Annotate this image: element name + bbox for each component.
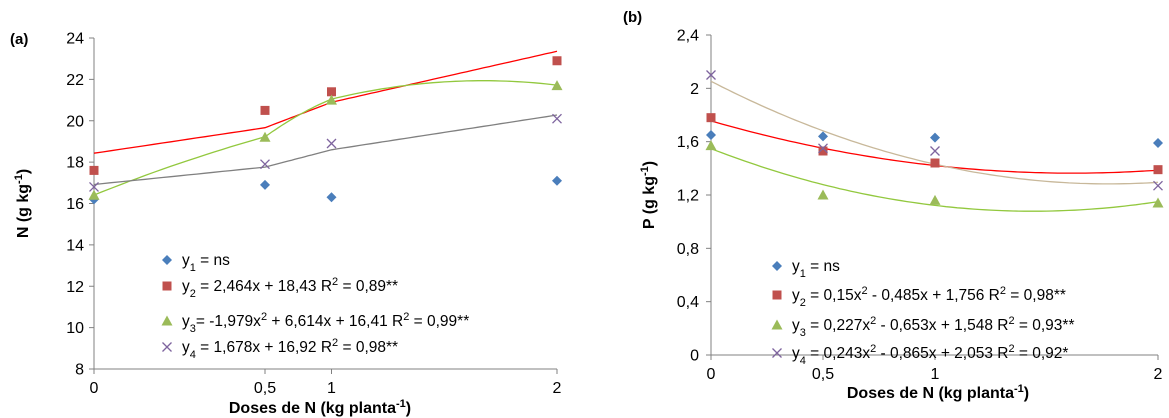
x-axis-label-b: Doses de N (kg planta-1) — [847, 383, 1029, 402]
data-point-a-y4 — [552, 113, 562, 124]
y-tick-label-a: 22 — [66, 72, 84, 89]
x-tick-label-a: 0,5 — [254, 380, 276, 397]
legend-marker-a-y3 — [161, 315, 173, 326]
legend-marker-a-y1 — [162, 255, 172, 265]
data-point-b-y1 — [818, 131, 828, 142]
data-point-a-y2 — [89, 165, 99, 175]
data-point-a-y4 — [326, 138, 337, 149]
data-point-b-y1 — [706, 130, 716, 140]
legend-entry-b-y4: y4 = 0,243x2 - 0,865x + 2,053 R2 = 0,92* — [792, 343, 1068, 367]
y-tick-label-b: 1,2 — [677, 188, 699, 205]
legend-marker-a-y4 — [162, 342, 172, 352]
data-point-a-y3 — [551, 80, 563, 91]
x-tick-label-b: 1 — [931, 366, 940, 383]
y-tick-label-a: 8 — [75, 362, 84, 379]
data-point-b-y2 — [818, 146, 828, 156]
legend-marker-b-y1 — [772, 261, 782, 271]
panel-label-b: (b) — [623, 9, 642, 26]
legend-marker-a-y2 — [162, 281, 172, 291]
data-point-b-y1 — [930, 132, 940, 143]
fit-line-a-y4 — [93, 114, 558, 186]
data-point-a-y2 — [552, 56, 562, 66]
y-tick-label-b: 2,4 — [677, 28, 699, 45]
data-point-a-y3 — [259, 131, 271, 142]
data-point-b-y2 — [706, 113, 716, 123]
data-point-a-y1 — [260, 179, 270, 190]
x-axis-label-a: Doses de N (kg planta-1) — [229, 398, 411, 417]
data-point-b-y1 — [1153, 138, 1163, 148]
y-tick-label-a: 16 — [66, 196, 84, 213]
y-tick-label-a: 10 — [66, 320, 84, 337]
data-point-a-y1 — [326, 192, 337, 203]
legend-entry-a-y3: y3= -1,979x2 + 6,614x + 16,41 R2 = 0,99*… — [182, 311, 469, 335]
y-tick-label-a: 14 — [66, 237, 84, 254]
legend-entry-b-y1: y1 = ns — [792, 258, 840, 280]
fit-line-b-y3 — [710, 147, 1159, 212]
y-tick-label-a: 24 — [66, 31, 84, 48]
x-tick-label-b: 2 — [1154, 366, 1163, 383]
legend-entry-a-y2: y2 = 2,464x + 18,43 R2 = 0,89** — [182, 276, 398, 300]
y-tick-label-b: 2 — [690, 81, 699, 98]
chart-panel-b: 0 0,4 0,8 1,2 1,6 2 2,4 0 0,5 1 2 (b) Doses de N (kg… — [623, 9, 1164, 402]
data-point-b-y3 — [705, 140, 717, 151]
legend-marker-b-y2 — [772, 290, 782, 300]
legend-marker-b-y3 — [771, 319, 783, 330]
data-point-b-y3 — [1152, 197, 1164, 208]
legend-entry-b-y2: y2 = 0,15x2 - 0,485x + 1,756 R2 = 0,98** — [792, 285, 1066, 309]
x-tick-label-b: 0 — [707, 366, 716, 383]
data-point-b-y2 — [930, 158, 940, 168]
data-point-b-y4 — [818, 143, 828, 154]
legend-entry-b-y3: y3 = 0,227x2 - 0,653x + 1,548 R2 = 0,93*… — [792, 315, 1075, 339]
x-tick-label-a: 0 — [90, 380, 99, 397]
y-tick-label-a: 20 — [66, 113, 84, 130]
x-tick-label-b: 0,5 — [812, 366, 834, 383]
x-tick-label-a: 1 — [327, 380, 336, 397]
data-point-a-y4 — [89, 181, 99, 192]
legend-marker-b-y4 — [772, 348, 782, 358]
y-axis-label-a: N (g kg-1) — [13, 169, 32, 238]
y-axis-label-b: P (g kg-1) — [639, 161, 658, 229]
data-point-b-y4 — [1153, 180, 1163, 191]
data-point-a-y2 — [260, 105, 270, 115]
data-point-a-y4 — [260, 159, 270, 170]
legend-entry-a-y1: y1 = ns — [182, 252, 230, 274]
data-point-b-y3 — [817, 189, 829, 200]
y-tick-label-b: 0 — [690, 348, 699, 365]
y-tick-label-b: 0,4 — [677, 294, 699, 311]
y-tick-label-b: 1,6 — [677, 134, 699, 151]
y-tick-label-a: 18 — [66, 155, 84, 172]
panel-label-a: (a) — [10, 31, 28, 48]
data-point-b-y4 — [930, 146, 940, 156]
data-point-a-y2 — [327, 87, 336, 97]
data-point-a-y3 — [326, 94, 337, 105]
data-point-b-y4 — [706, 70, 716, 80]
y-tick-label-b: 0,8 — [677, 241, 699, 258]
data-point-a-y3 — [88, 189, 100, 200]
legend-entry-a-y4: y4 = 1,678x + 16,92 R2 = 0,98** — [182, 337, 398, 361]
data-point-b-y2 — [1153, 165, 1163, 175]
data-point-a-y1 — [552, 175, 562, 186]
x-tick-label-a: 2 — [553, 380, 562, 397]
data-point-b-y3 — [929, 194, 941, 205]
y-tick-label-a: 12 — [66, 279, 84, 296]
fit-line-b-y4 — [710, 80, 1159, 185]
